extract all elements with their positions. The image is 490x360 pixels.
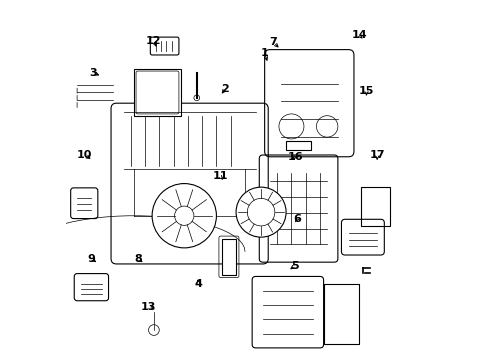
Circle shape	[152, 184, 217, 248]
Text: 15: 15	[359, 86, 374, 96]
Text: 11: 11	[212, 171, 228, 181]
Text: 4: 4	[195, 279, 202, 289]
Polygon shape	[134, 69, 181, 116]
Text: 7: 7	[270, 37, 277, 48]
Text: 9: 9	[87, 253, 96, 264]
Text: 5: 5	[291, 261, 299, 271]
Text: 3: 3	[89, 68, 97, 78]
Circle shape	[236, 187, 286, 237]
Text: 13: 13	[141, 302, 156, 312]
Polygon shape	[323, 284, 359, 344]
Circle shape	[174, 206, 194, 225]
Circle shape	[247, 198, 275, 226]
Circle shape	[148, 325, 159, 336]
Text: 6: 6	[293, 214, 301, 224]
Text: 8: 8	[134, 253, 142, 264]
Text: 17: 17	[369, 150, 385, 160]
Polygon shape	[361, 187, 390, 226]
Text: 14: 14	[351, 30, 367, 40]
Circle shape	[194, 95, 199, 101]
Polygon shape	[222, 239, 236, 275]
Text: 16: 16	[287, 152, 303, 162]
Text: 2: 2	[221, 84, 229, 94]
Circle shape	[279, 114, 304, 139]
Text: 12: 12	[146, 36, 162, 46]
Polygon shape	[323, 284, 359, 344]
Circle shape	[317, 116, 338, 137]
Text: 10: 10	[76, 150, 92, 160]
Text: 1: 1	[261, 48, 269, 58]
Polygon shape	[286, 141, 311, 150]
